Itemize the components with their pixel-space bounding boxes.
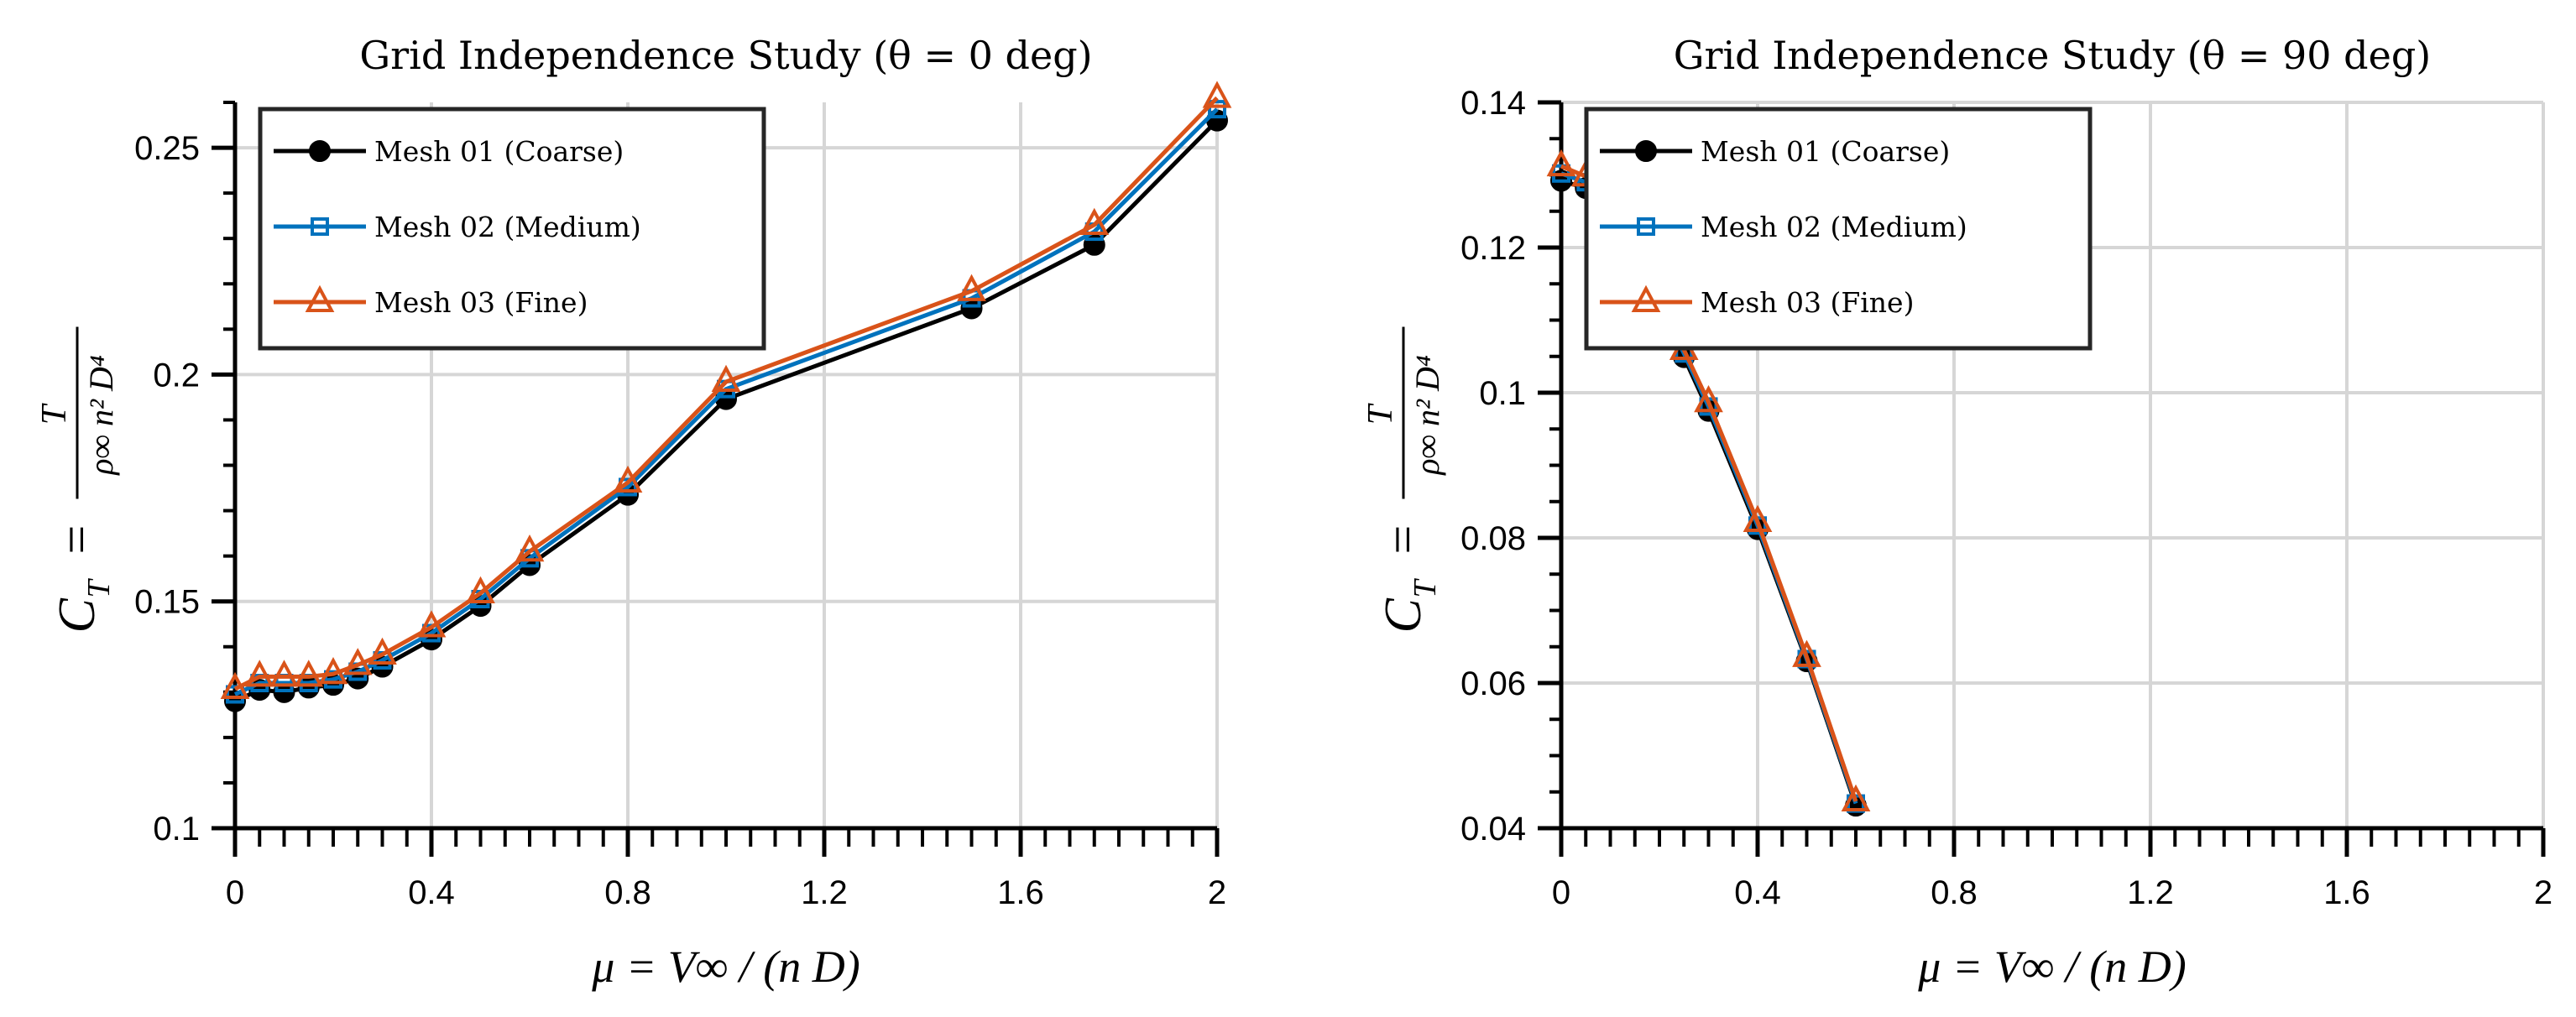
data-point-triangle bbox=[318, 656, 348, 685]
x-tick-label: 2 bbox=[2534, 874, 2552, 911]
y-tick-label: 0.08 bbox=[1460, 520, 1526, 557]
data-point-triangle bbox=[244, 660, 274, 687]
y-label-numerator: T bbox=[35, 403, 74, 425]
data-point-triangle bbox=[466, 576, 495, 603]
data-point-triangle bbox=[1694, 385, 1723, 413]
legend-item: Mesh 02 (Medium) bbox=[274, 211, 641, 243]
y-tick-label: 0.1 bbox=[1479, 375, 1526, 412]
x-tick-label: 1.6 bbox=[2323, 874, 2370, 911]
data-point-triangle bbox=[1743, 504, 1773, 532]
data-point-triangle bbox=[220, 671, 250, 700]
y-tick-label: 0.06 bbox=[1460, 665, 1526, 702]
data-point-triangle bbox=[1202, 81, 1232, 108]
legend: Mesh 01 (Coarse) Mesh 02 (Medium) Mesh 03 … bbox=[258, 107, 766, 351]
legend: Mesh 01 (Coarse) Mesh 02 (Medium) Mesh 03 … bbox=[1584, 107, 2093, 351]
x-tick-label: 1.2 bbox=[801, 874, 848, 911]
y-tick-label: 0.14 bbox=[1460, 85, 1526, 122]
legend-item: Mesh 01 (Coarse) bbox=[1600, 135, 1950, 168]
x-tick-label: 1.2 bbox=[2127, 874, 2174, 911]
y-label-denominator: ρ∞ n² D⁴ bbox=[1408, 355, 1446, 477]
x-tick-label: 0.8 bbox=[1931, 874, 1978, 911]
data-point-triangle bbox=[1792, 639, 1821, 667]
x-axis-label: μ = V∞ / (n D) bbox=[1917, 941, 2187, 992]
y-axis-label: CT=T ρ∞ n² D⁴ bbox=[1361, 326, 1446, 634]
data-point-triangle bbox=[1841, 784, 1871, 811]
y-label-equals: = bbox=[49, 523, 106, 558]
data-point-triangle bbox=[368, 637, 397, 665]
y-tick-label: 0.15 bbox=[134, 584, 200, 621]
y-label-subscript: T bbox=[1408, 578, 1443, 598]
data-point-triangle bbox=[1546, 149, 1576, 177]
x-tick-label: 0 bbox=[1552, 874, 1570, 911]
x-tick-label: 0.8 bbox=[604, 874, 651, 911]
data-point-triangle bbox=[613, 465, 643, 493]
legend-item: Mesh 03 (Fine) bbox=[1600, 284, 1914, 319]
chart-title: Grid Independence Study (θ = 90 deg) bbox=[1674, 33, 2432, 78]
chart-title: Grid Independence Study (θ = 0 deg) bbox=[359, 33, 1092, 78]
data-point-triangle bbox=[342, 648, 373, 675]
x-axis-label: μ = V∞ / (n D) bbox=[591, 941, 860, 992]
data-point-square bbox=[1637, 217, 1655, 236]
data-point-circle bbox=[309, 140, 331, 162]
x-tick-label: 0 bbox=[226, 874, 244, 911]
data-point-triangle bbox=[515, 535, 545, 562]
y-label-lhs: C bbox=[49, 598, 106, 634]
chart-theta-90: 0 0.4 0.8 1.2 1.6 2 0.04 0.06 0.08 0.1 0.12 0.14 Gri… bbox=[1361, 33, 2552, 992]
x-tick-label: 0.4 bbox=[408, 874, 455, 911]
legend-label: Mesh 03 (Fine) bbox=[374, 286, 588, 319]
y-label-subscript: T bbox=[81, 578, 117, 598]
x-tick-label: 2 bbox=[1208, 874, 1226, 911]
chart-theta-0: 0 0.4 0.8 1.2 1.6 2 0.1 0.15 0.2 0.25 Grid Indepen… bbox=[35, 33, 1232, 992]
x-tick-label: 1.6 bbox=[997, 874, 1044, 911]
data-point-square bbox=[311, 217, 329, 236]
data-point-triangle bbox=[1631, 284, 1661, 312]
x-tick-label: 0.4 bbox=[1734, 874, 1781, 911]
data-point-triangle bbox=[294, 660, 324, 687]
data-point-triangle bbox=[305, 284, 335, 312]
y-label-equals: = bbox=[1375, 523, 1432, 558]
legend-item: Mesh 01 (Coarse) bbox=[274, 135, 624, 168]
y-tick-label: 0.04 bbox=[1460, 811, 1526, 848]
data-point-triangle bbox=[416, 610, 447, 638]
y-tick-label: 0.1 bbox=[153, 811, 200, 848]
legend-item: Mesh 02 (Medium) bbox=[1600, 211, 1967, 243]
legend-label: Mesh 01 (Coarse) bbox=[1701, 135, 1950, 168]
y-tick-label: 0.2 bbox=[153, 357, 200, 394]
y-tick-label: 0.12 bbox=[1460, 230, 1526, 267]
y-label-lhs: C bbox=[1375, 598, 1432, 634]
legend-label: Mesh 03 (Fine) bbox=[1701, 286, 1914, 319]
y-tick-label: 0.25 bbox=[134, 130, 200, 167]
y-label-numerator: T bbox=[1361, 403, 1400, 425]
y-label-denominator: ρ∞ n² D⁴ bbox=[82, 355, 120, 477]
legend-item: Mesh 03 (Fine) bbox=[274, 284, 588, 319]
series-fine bbox=[220, 81, 1232, 700]
data-point-triangle bbox=[269, 660, 299, 687]
data-point-circle bbox=[1635, 140, 1657, 162]
data-point-triangle bbox=[957, 274, 986, 301]
data-point-triangle bbox=[1079, 207, 1110, 235]
legend-label: Mesh 01 (Coarse) bbox=[374, 135, 624, 168]
data-point-square bbox=[1208, 100, 1226, 119]
data-point-triangle bbox=[711, 364, 741, 393]
legend-label: Mesh 02 (Medium) bbox=[1701, 211, 1967, 243]
legend-label: Mesh 02 (Medium) bbox=[374, 211, 641, 243]
y-axis-label: CT=T ρ∞ n² D⁴ bbox=[35, 326, 120, 634]
